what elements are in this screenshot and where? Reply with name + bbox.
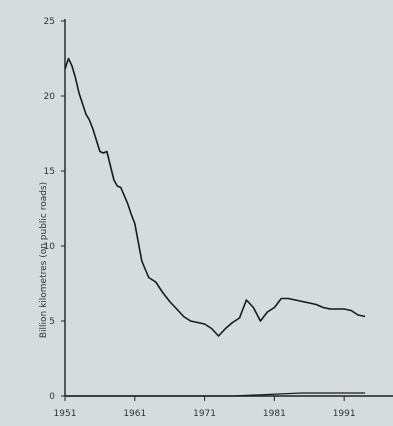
y-tick-label: 5 bbox=[49, 317, 55, 327]
y-tick-label: 15 bbox=[44, 167, 55, 177]
y-ticks: 0 5 10 15 20 25 bbox=[44, 17, 65, 402]
x-tick-label: 1991 bbox=[333, 409, 356, 419]
x-tick-label: 1971 bbox=[193, 409, 216, 419]
x-tick-label: 1981 bbox=[263, 409, 286, 419]
x-ticks: 1951 1961 1971 1981 1991 bbox=[54, 396, 356, 419]
x-tick-label: 1951 bbox=[54, 409, 77, 419]
series-line-2 bbox=[65, 392, 366, 397]
y-tick-label: 20 bbox=[44, 92, 56, 102]
y-tick-label: 10 bbox=[44, 242, 56, 252]
series-layer bbox=[64, 57, 366, 397]
x-tick-label: 1961 bbox=[123, 409, 146, 419]
series-line-1 bbox=[64, 57, 366, 337]
y-tick-label: 0 bbox=[49, 392, 55, 402]
y-axis-title: Billion kilometres (on public roads) bbox=[39, 182, 49, 338]
y-tick-label: 25 bbox=[44, 17, 55, 27]
